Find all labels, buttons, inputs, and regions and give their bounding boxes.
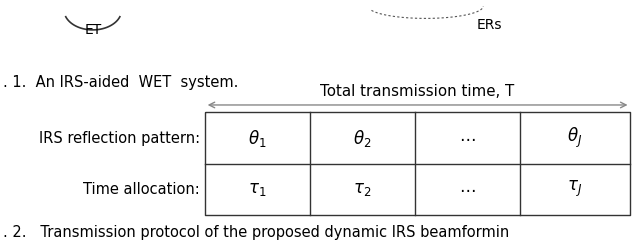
Text: . 2.   Transmission protocol of the proposed dynamic IRS beamformin: . 2. Transmission protocol of the propos… (3, 225, 509, 240)
Text: IRS reflection pattern:: IRS reflection pattern: (38, 131, 200, 145)
Text: $\tau_1$: $\tau_1$ (248, 180, 267, 198)
Text: $\tau_2$: $\tau_2$ (353, 180, 372, 198)
Text: ET: ET (84, 23, 101, 37)
Text: Time allocation:: Time allocation: (83, 182, 200, 197)
Text: $\theta_1$: $\theta_1$ (248, 127, 267, 149)
Text: $\cdots$: $\cdots$ (459, 129, 476, 147)
Text: ERs: ERs (477, 18, 502, 32)
Text: Total transmission time, T: Total transmission time, T (321, 84, 515, 99)
Text: . 1.  An IRS-aided  WET  system.: . 1. An IRS-aided WET system. (3, 75, 239, 90)
Text: $\tau_J$: $\tau_J$ (568, 179, 582, 199)
Text: $\cdots$: $\cdots$ (459, 180, 476, 198)
Text: $\theta_J$: $\theta_J$ (568, 126, 582, 150)
Text: $\theta_2$: $\theta_2$ (353, 127, 372, 149)
